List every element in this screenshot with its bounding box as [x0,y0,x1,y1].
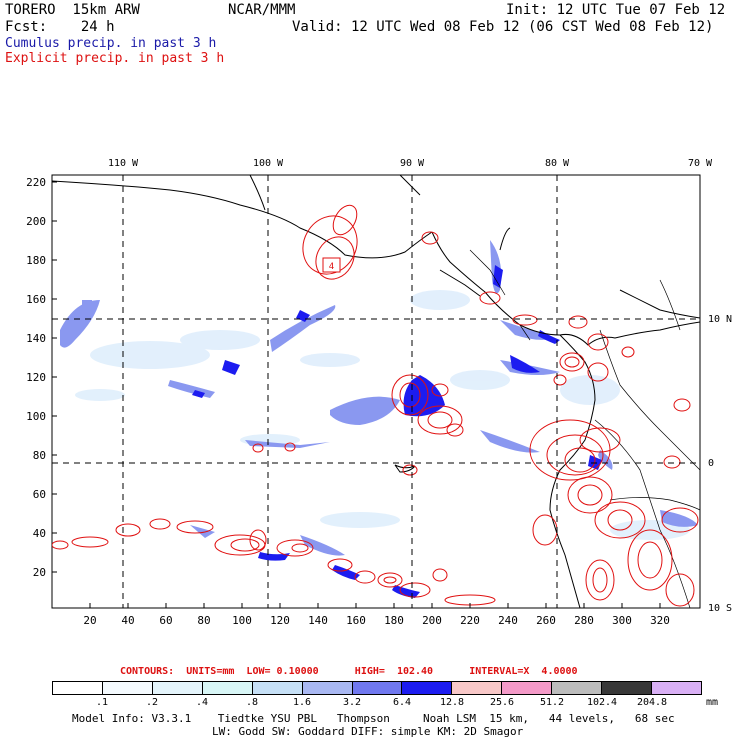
scale-swatch [452,682,503,694]
scale-label: 3.2 [342,697,362,708]
x-tick-label: 260 [536,614,556,627]
x-tick-label: 300 [612,614,632,627]
x-tick-label: 20 [83,614,96,627]
scale-label: 51.2 [539,697,565,708]
lat-label-10s: 10 S [708,603,732,614]
x-axis-labels: 20 40 60 80 100 120 140 160 180 200 220 … [83,614,670,627]
scale-label: .8 [245,697,259,708]
organization-label: NCAR/MMM [228,2,296,18]
y-tick-label: 200 [26,215,46,228]
contours-info: CONTOURS: UNITS=mm LOW= 0.10000 HIGH= 10… [120,666,578,677]
scale-label: .2 [145,697,159,708]
y-tick-label: 160 [26,293,46,306]
x-tick-label: 120 [270,614,290,627]
scale-label: 25.6 [489,697,515,708]
axis-tick-marks [52,181,661,608]
init-time: Init: 12 UTC Tue 07 Feb 12 [506,2,726,18]
scale-labels: .1 .2 .4 .8 1.6 3.2 6.4 12.8 25.6 51.2 1… [52,697,702,709]
contour-label-box [322,257,341,273]
model-info-line2: LW: Godd SW: Goddard DIFF: simple KM: 2D… [212,725,524,738]
scale-swatch [152,682,203,694]
forecast-hour: Fcst: 24 h [5,19,115,35]
scale-label: 1.6 [292,697,312,708]
scale-unit: mm [706,697,719,708]
explicit-label: Explicit precip. in past 3 h [5,51,225,66]
scale-label: 6.4 [392,697,412,708]
x-tick-label: 180 [384,614,404,627]
scale-swatch [402,682,453,694]
scale-label: .4 [195,697,209,708]
scale-swatch [502,682,553,694]
scale-swatch [252,682,303,694]
scale-label: 12.8 [439,697,465,708]
contour-label-text: 4 [329,262,334,272]
scale-label: 102.4 [586,697,618,708]
explicit-precip-contours [52,204,699,607]
model-title: TORERO 15km ARW [5,2,140,18]
scale-swatch [602,682,653,694]
x-tick-label: 80 [197,614,210,627]
y-tick-label: 80 [33,449,46,462]
x-tick-label: 200 [422,614,442,627]
scale-label: 204.8 [636,697,668,708]
y-axis-labels: 20 40 60 80 100 120 140 160 180 200 220 [26,176,46,579]
scale-swatch [302,682,353,694]
scale-swatch [53,682,103,694]
color-scale [52,681,702,695]
x-tick-label: 160 [346,614,366,627]
y-tick-label: 140 [26,332,46,345]
model-info-line1: Model Info: V3.3.1 Tiedtke YSU PBL Thomp… [72,712,675,725]
x-tick-label: 40 [121,614,134,627]
y-tick-label: 20 [33,566,46,579]
y-tick-label: 100 [26,410,46,423]
lon-label-110w: 110 W [108,158,139,169]
scale-swatch [202,682,253,694]
lon-label-90w: 90 W [400,158,425,169]
scale-swatch [552,682,603,694]
scale-swatch [102,682,153,694]
country-borders [469,249,700,608]
x-tick-label: 100 [232,614,252,627]
x-tick-label: 60 [159,614,172,627]
top-lon-labels: 110 W 100 W 90 W 80 W 70 W [108,158,713,169]
y-tick-label: 220 [26,176,46,189]
cumulus-label: Cumulus precip. in past 3 h [5,36,217,51]
y-tick-label: 120 [26,371,46,384]
y-tick-label: 40 [33,527,46,540]
y-tick-label: 60 [33,488,46,501]
lon-label-80w: 80 W [545,158,570,169]
lon-label-100w: 100 W [253,158,284,169]
x-tick-label: 320 [650,614,670,627]
x-tick-label: 280 [574,614,594,627]
x-tick-label: 220 [460,614,480,627]
right-lat-labels: 10 N 0 10 S [708,314,732,614]
x-tick-label: 240 [498,614,518,627]
scale-swatch [652,682,701,694]
y-tick-label: 180 [26,254,46,267]
scale-swatch [352,682,403,694]
lat-lon-grid [52,175,700,608]
x-tick-label: 140 [308,614,328,627]
lat-label-0: 0 [708,458,714,469]
scale-label: .1 [95,697,109,708]
lon-label-70w: 70 W [688,158,713,169]
lat-label-10n: 10 N [708,314,732,325]
valid-time: Valid: 12 UTC Wed 08 Feb 12 (06 CST Wed … [292,19,714,35]
